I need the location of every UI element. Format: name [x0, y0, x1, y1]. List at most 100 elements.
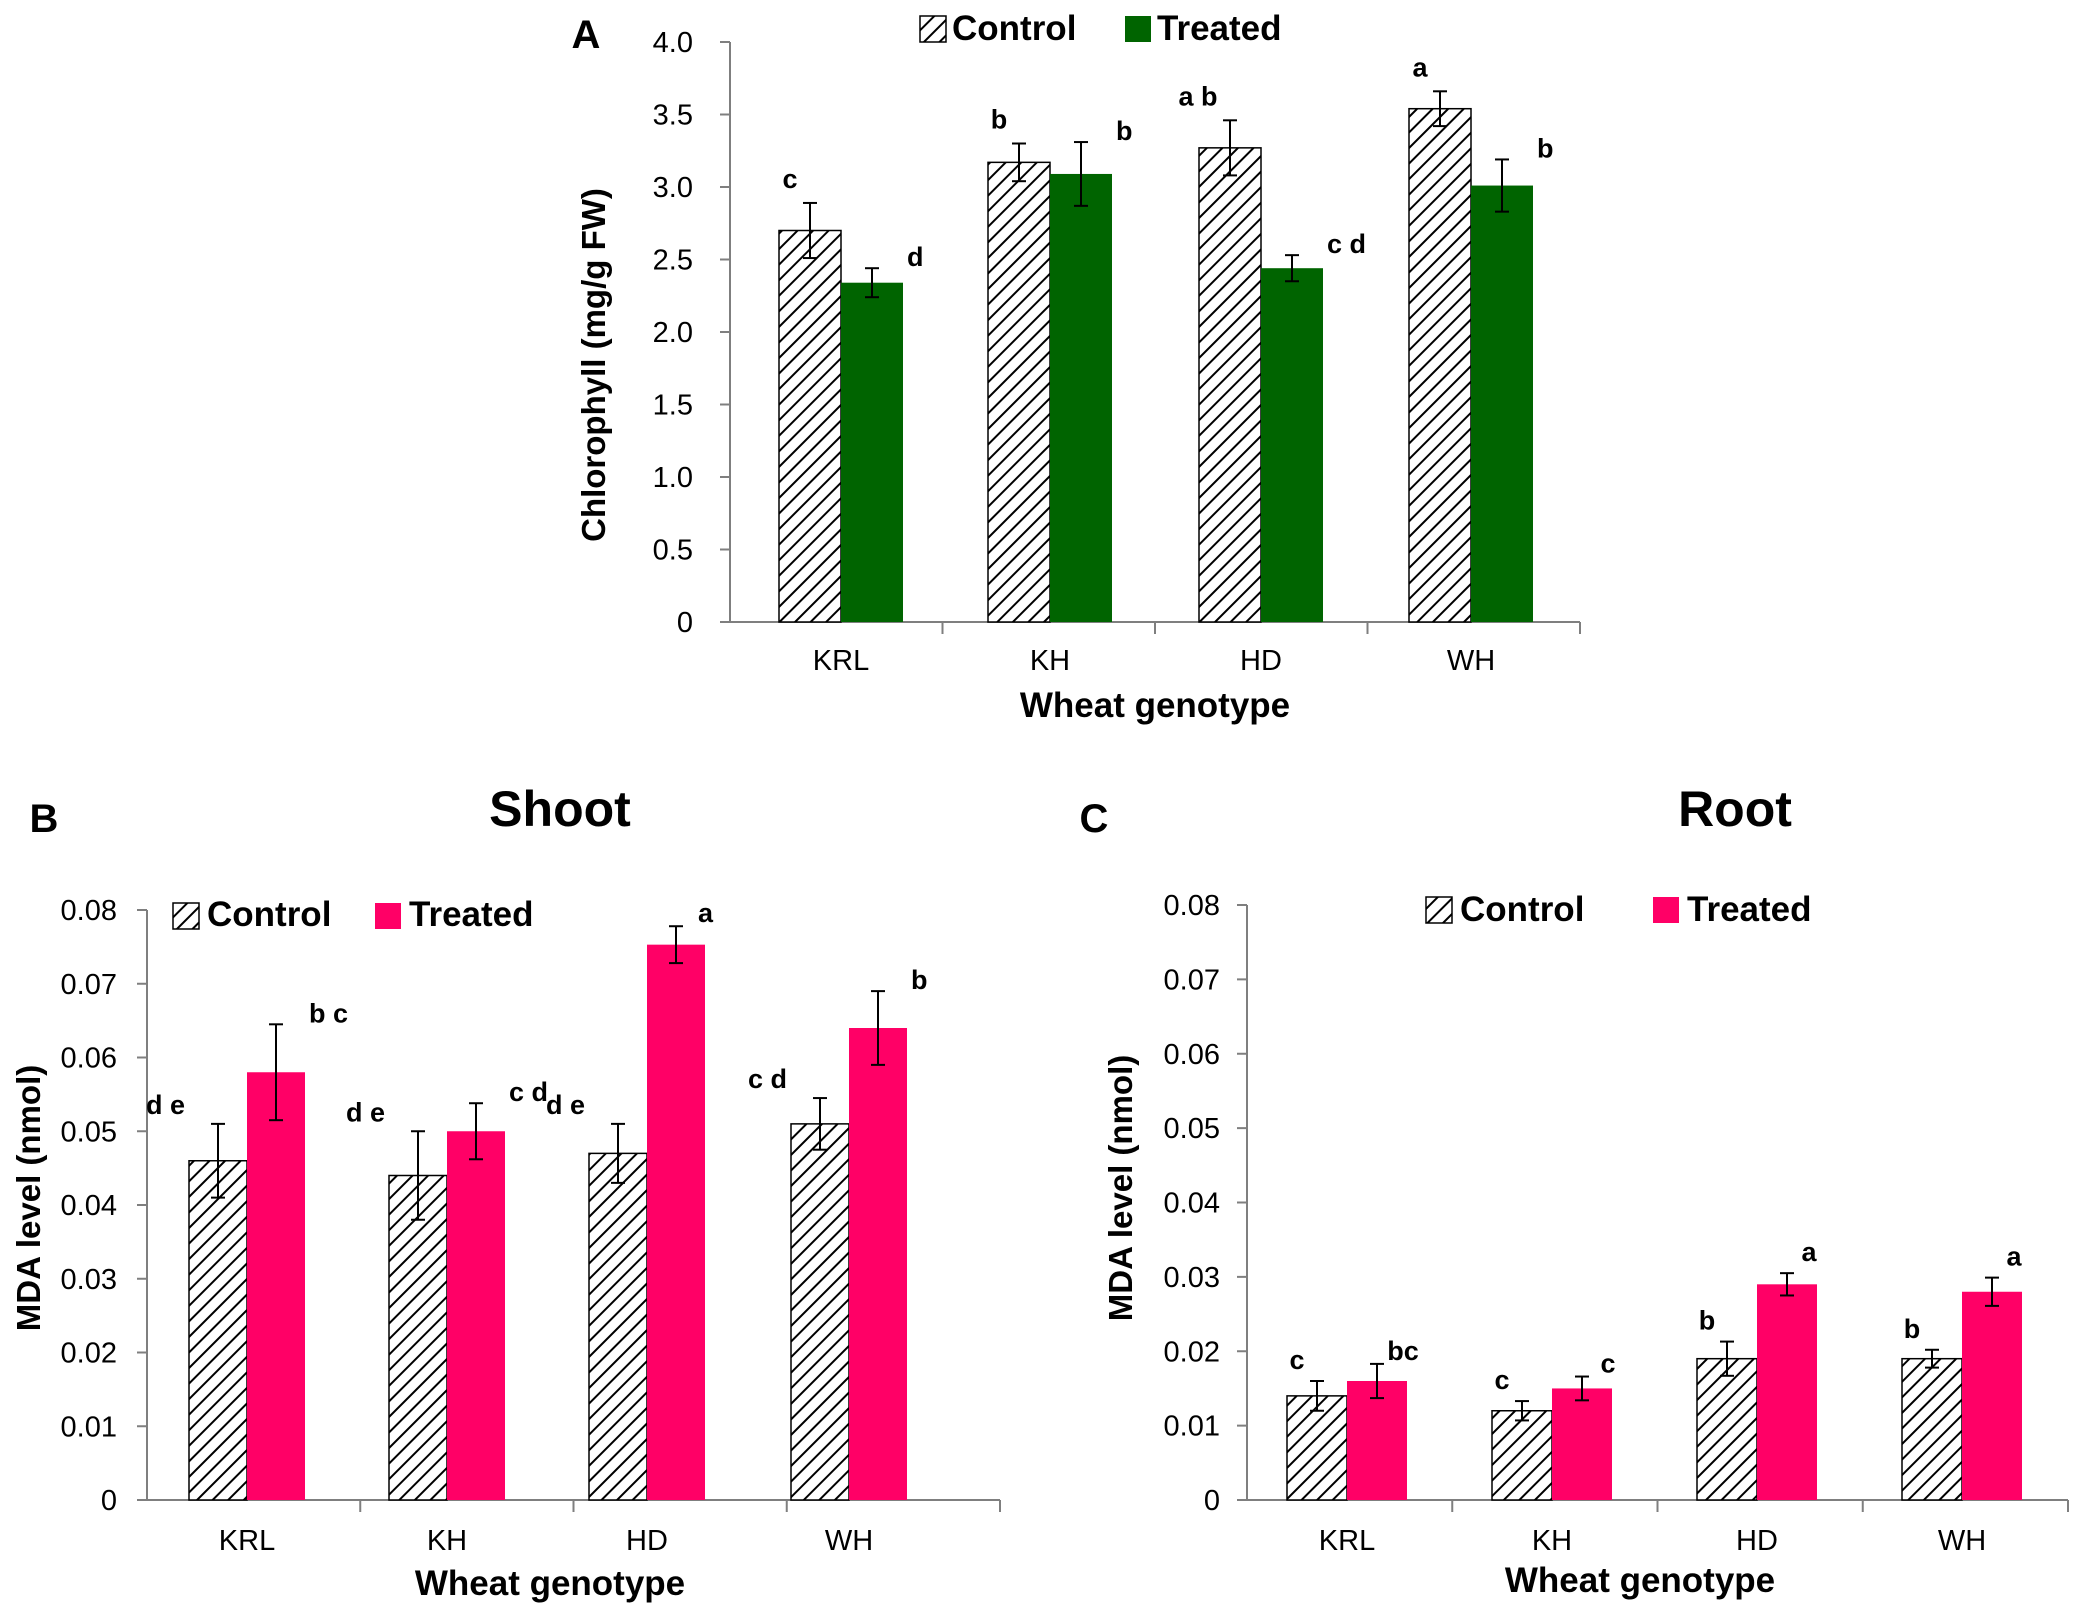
- significance-label: c: [1289, 1345, 1304, 1375]
- treated-bar-krl: [1347, 1381, 1407, 1500]
- significance-label: d: [907, 242, 924, 272]
- legend-label-treated: Treated: [1157, 9, 1282, 48]
- error-bar: [1720, 1340, 1734, 1377]
- error-bar: [1925, 1348, 1939, 1369]
- error-bar: [865, 267, 879, 299]
- legend-swatch-control: [1425, 896, 1453, 924]
- y-tick-label: 0.04: [1164, 1188, 1220, 1220]
- panel-letter: B: [30, 797, 59, 841]
- significance-label: c d: [748, 1064, 787, 1094]
- y-tick-label: 0.5: [653, 535, 693, 567]
- y-tick-label: 0: [101, 1485, 117, 1517]
- y-axis-title: MDA level (nmol): [10, 1065, 47, 1331]
- significance-label: a: [1801, 1237, 1817, 1267]
- control-bar-kh: [1491, 1410, 1553, 1501]
- significance-label: d e: [546, 1090, 585, 1120]
- y-tick-label: 0.04: [61, 1190, 117, 1222]
- y-tick-label: 1.5: [653, 390, 693, 422]
- x-category-label: HD: [626, 1525, 668, 1557]
- panel-letter: C: [1080, 797, 1109, 841]
- significance-label: c d: [509, 1077, 548, 1107]
- significance-label: a: [698, 898, 714, 928]
- y-tick-label: 1.0: [653, 462, 693, 494]
- error-bar: [1012, 142, 1026, 183]
- y-tick-label: 0.06: [1164, 1039, 1220, 1071]
- control-bar-kh: [987, 161, 1051, 623]
- panel-c-chart: C Root 0 0.01 0.02 0.03 0.04 0.05 0.06 0.07 0.08 KR…: [1080, 781, 2069, 1600]
- y-tick-label: 3.5: [653, 100, 693, 132]
- treated-bar-hd: [1757, 1284, 1817, 1500]
- error-bar: [1780, 1272, 1794, 1297]
- panel-b-chart: B Shoot 0 0.01 0.02 0.03 0.04 0.05 0.06 0.07 0.08 K…: [10, 781, 1001, 1603]
- x-category-label: WH: [1447, 645, 1495, 677]
- error-bar: [803, 201, 817, 260]
- panel-a-chart: A 0 0.5 1.0 1.5 2.0 2.5 3.0 3.5 4.0 KRL KH HD WH c b a b…: [572, 9, 1581, 725]
- significance-label: b: [1904, 1314, 1921, 1344]
- legend-label-treated: Treated: [1687, 890, 1812, 929]
- error-bar: [1985, 1276, 1999, 1307]
- y-tick-label: 0.08: [61, 895, 117, 927]
- control-bar-wh: [790, 1123, 850, 1501]
- y-tick-label: 0.03: [61, 1264, 117, 1296]
- treated-bar-krl: [247, 1072, 305, 1500]
- legend-swatch-control: [172, 902, 200, 930]
- x-category-label: KH: [1532, 1525, 1572, 1557]
- chart-title: Root: [1678, 781, 1792, 837]
- x-axis-title: Wheat genotype: [1505, 1561, 1775, 1600]
- legend-label-control: Control: [1460, 890, 1584, 929]
- error-bar: [813, 1097, 827, 1151]
- y-tick-label: 0.03: [1164, 1262, 1220, 1294]
- legend-swatch-treated: [375, 903, 401, 929]
- treated-bar-hd: [647, 944, 705, 1500]
- significance-label: b: [1537, 133, 1554, 163]
- error-bar: [1495, 158, 1509, 213]
- error-bar: [211, 1122, 225, 1199]
- error-bar: [669, 925, 683, 965]
- y-axis-title: MDA level (nmol): [1102, 1055, 1139, 1321]
- x-axis-title: Wheat genotype: [1020, 686, 1290, 725]
- treated-bar-wh: [1962, 1291, 2022, 1500]
- legend-label-treated: Treated: [409, 895, 534, 934]
- y-tick-label: 0.08: [1164, 890, 1220, 922]
- control-bar-wh: [1408, 107, 1472, 623]
- y-tick-label: 3.0: [653, 172, 693, 204]
- significance-label: c: [1600, 1349, 1615, 1379]
- significance-label: b: [911, 965, 928, 995]
- x-category-label: KH: [1030, 645, 1070, 677]
- y-tick-label: 4.0: [653, 27, 693, 59]
- control-bar-krl: [188, 1160, 248, 1501]
- x-category-label: KRL: [219, 1525, 275, 1557]
- x-category-label: WH: [1938, 1525, 1986, 1557]
- treated-bar-kh: [1552, 1388, 1612, 1500]
- significance-label: c: [782, 164, 797, 194]
- error-bar: [1310, 1380, 1324, 1412]
- significance-label: b: [1116, 116, 1133, 146]
- significance-label: c d: [1327, 229, 1366, 259]
- error-bar: [1575, 1375, 1589, 1402]
- x-category-label: HD: [1736, 1525, 1778, 1557]
- panel-letter: A: [572, 13, 601, 57]
- error-bar: [469, 1102, 483, 1161]
- y-tick-label: 0.05: [61, 1116, 117, 1148]
- error-bar: [871, 990, 885, 1066]
- control-bar-krl: [1286, 1395, 1348, 1501]
- y-axis-title: Chlorophyll (mg/g FW): [575, 188, 612, 542]
- error-bar: [1433, 90, 1447, 128]
- significance-label: bc: [1387, 1336, 1419, 1366]
- control-bar-kh: [388, 1174, 448, 1501]
- legend-swatch-control: [919, 15, 947, 43]
- significance-label: b: [1699, 1306, 1716, 1336]
- treated-bar-wh: [849, 1028, 907, 1500]
- x-axis-title: Wheat genotype: [415, 1564, 685, 1603]
- legend-label-control: Control: [207, 895, 331, 934]
- y-tick-label: 0: [1204, 1485, 1220, 1517]
- y-tick-label: 0.02: [61, 1338, 117, 1370]
- treated-bar-hd: [1261, 268, 1323, 622]
- control-bar-krl: [778, 229, 842, 623]
- legend-swatch-treated: [1125, 16, 1151, 42]
- y-tick-label: 0.06: [61, 1043, 117, 1075]
- error-bar: [1370, 1362, 1384, 1400]
- y-tick-label: 0.05: [1164, 1113, 1220, 1145]
- y-tick-label: 2.0: [653, 317, 693, 349]
